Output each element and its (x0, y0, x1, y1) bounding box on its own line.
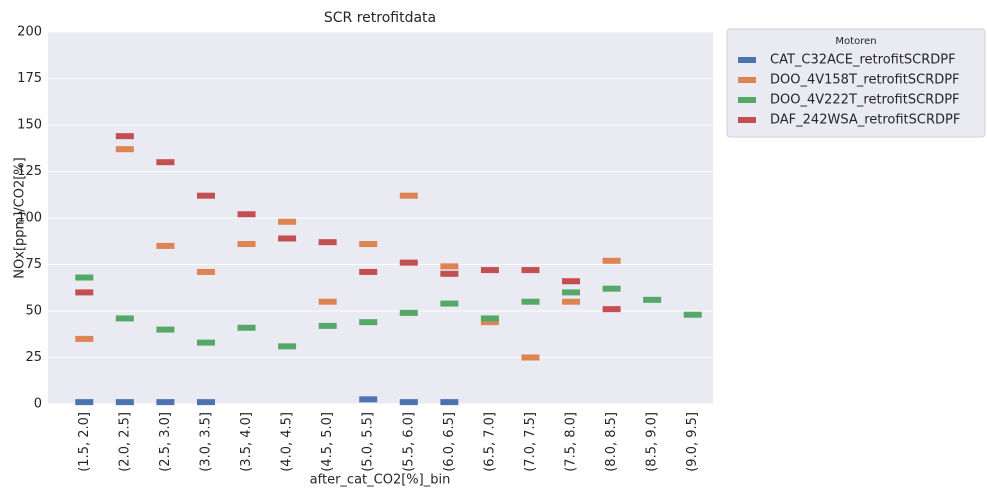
marker (399, 259, 418, 266)
legend-title: Motoren (835, 36, 876, 47)
marker (683, 311, 702, 318)
y-tick-label: 25 (25, 350, 42, 365)
x-tick-label: (2.5, 3.0] (158, 412, 173, 472)
marker (278, 218, 297, 225)
x-tick-label: (8.0, 8.5] (604, 412, 619, 472)
marker (440, 270, 459, 277)
x-tick-label: (5.0, 5.5] (361, 412, 376, 472)
x-tick-label: (8.5, 9.0] (645, 412, 660, 472)
marker (156, 159, 175, 166)
marker (440, 300, 459, 307)
marker (359, 268, 378, 275)
marker (440, 263, 459, 270)
y-tick-label: 175 (17, 71, 42, 86)
marker (278, 343, 297, 350)
marker (399, 309, 418, 316)
legend-label: CAT_C32ACE_retrofitSCRDPF (770, 53, 956, 68)
marker (521, 267, 540, 274)
marker (196, 339, 215, 346)
y-axis-label: NOx[ppm]/CO2[%] (13, 157, 28, 278)
legend-label: DOO_4V222T_retrofitSCRDPF (770, 93, 960, 108)
marker (278, 235, 297, 242)
marker (480, 267, 499, 274)
marker (399, 399, 418, 406)
marker (115, 146, 134, 153)
legend-swatch (738, 97, 756, 103)
y-tick-label: 0 (34, 397, 42, 412)
marker (521, 354, 540, 361)
marker (156, 326, 175, 333)
marker (318, 239, 337, 246)
x-tick-label: (4.0, 4.5] (280, 412, 295, 472)
legend (726, 28, 986, 138)
x-tick-label: (3.5, 4.0] (239, 412, 254, 472)
legend-label: DOO_4V158T_retrofitSCRDPF (770, 73, 960, 88)
y-tick-label: 200 (17, 25, 42, 40)
y-tick-label: 150 (17, 118, 42, 133)
marker (237, 211, 256, 218)
x-axis-label: after_cat_CO2[%]_bin (310, 473, 451, 488)
marker (602, 257, 621, 264)
marker (562, 289, 581, 296)
marker (196, 399, 215, 406)
marker (521, 298, 540, 305)
y-tick-label: 125 (17, 164, 42, 179)
x-tick-label: (3.0, 3.5] (198, 412, 213, 472)
marker (318, 298, 337, 305)
marker (75, 289, 94, 296)
marker (480, 319, 499, 326)
x-tick-label: (1.5, 2.0] (77, 412, 92, 472)
y-tick-label: 75 (25, 257, 42, 272)
legend-swatch (738, 117, 756, 123)
marker (602, 285, 621, 292)
marker (196, 192, 215, 199)
x-tick-label: (7.5, 8.0] (564, 412, 579, 472)
x-tick-label: (5.5, 6.0] (401, 412, 416, 472)
legend-swatch (738, 57, 756, 63)
marker (156, 242, 175, 249)
x-tick-label: (6.0, 6.5] (442, 412, 457, 472)
marker (115, 399, 134, 406)
marker (399, 192, 418, 199)
marker (643, 296, 662, 303)
chart-title: SCR retrofitdata (324, 10, 436, 26)
marker (237, 324, 256, 331)
marker (75, 335, 94, 342)
x-tick-label: (7.0, 7.5] (523, 412, 538, 472)
x-tick-label: (9.0, 9.5] (685, 412, 700, 472)
legend-swatch (738, 77, 756, 83)
marker (562, 278, 581, 285)
marker (115, 133, 134, 140)
y-tick-label: 100 (17, 211, 42, 226)
marker (480, 315, 499, 322)
x-tick-label: (2.0, 2.5] (117, 412, 132, 472)
marker (602, 306, 621, 313)
marker (440, 399, 459, 406)
legend-label: DAF_242WSA_retrofitSCRDPF (770, 113, 960, 128)
marker (359, 396, 378, 403)
marker (196, 268, 215, 275)
marker (75, 399, 94, 406)
marker (237, 241, 256, 248)
marker (562, 298, 581, 305)
marker (75, 274, 94, 281)
y-tick-label: 50 (25, 304, 42, 319)
marker (359, 241, 378, 248)
marker (318, 322, 337, 329)
marker (359, 319, 378, 326)
x-tick-label: (6.5, 7.0] (482, 412, 497, 472)
marker (156, 399, 175, 406)
x-tick-label: (4.5, 5.0] (320, 412, 335, 472)
marker (115, 315, 134, 322)
